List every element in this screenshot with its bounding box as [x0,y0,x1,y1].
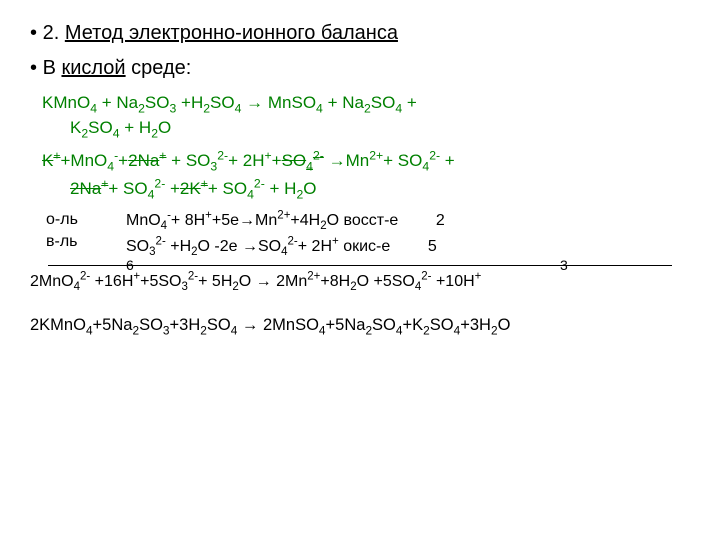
bullet: • [30,57,37,79]
hr1-text: MnO4-+ 8H++5e→Mn2++4H2O восст-е [126,212,398,229]
eq2-strike-na: 2Na+ [128,151,166,170]
ionic-summary: 6 3 2MnO42- +16H++5SO32-+ 5H2O → 2Mn2++8… [30,270,690,296]
reducer-label: в-ль [46,231,126,253]
subtitle: • В кислой среде: [30,55,690,82]
cancel-coef-6: 6 [126,256,134,275]
eq2-part-f: →Mn2++ SO42- + [324,151,455,170]
title-num: 2. [43,22,60,44]
subtitle-prefix: В [43,57,62,79]
cancel-coef-3: 3 [560,256,568,275]
eq2-strike-k: K+ [42,151,61,170]
divider [48,265,672,266]
eq2-l2-b: + SO42- + [108,179,180,198]
eq2-strike-so4: SO42- [282,151,324,170]
half-reactions: о-ль в-ль MnO4-+ 8H++5e→Mn2++4H2O восст-… [30,209,690,261]
eq1-line2: K2SO4 + H2O [42,117,690,142]
role-equations: MnO4-+ 8H++5e→Mn2++4H2O восст-е 2 SO32- … [126,209,690,261]
eq2-line2: 2Na++ SO42- +2K++ SO42- + H2O [42,175,690,203]
half-reaction-1: MnO4-+ 8H++5e→Mn2++4H2O восст-е 2 [126,209,690,235]
subtitle-keyword: кислой [61,57,125,79]
hr2-coef: 5 [407,236,437,258]
title-text: Метод электронно-ионного баланса [65,22,398,44]
eq1-line1: KMnO4 + Na2SO3 +H2SO4 → MnSO4 + Na2SO4 + [42,93,417,112]
half-reaction-2: SO32- +H2O -2e →SO42-+ 2H+ окис-е 5 [126,235,690,261]
equation-2: K++MnO4-+2Na+ + SO32-+ 2H++SO42- →Mn2++ … [30,148,690,203]
eq2-l2-d: + SO42- + H2O [208,179,317,198]
eq2-strike-na2: 2Na+ [70,179,108,198]
equation-1: KMnO4 + Na2SO3 +H2SO4 → MnSO4 + Na2SO4 +… [30,92,690,142]
subtitle-suffix: среде: [126,57,192,79]
hr2-text: SO32- +H2O -2e →SO42-+ 2H+ окис-е [126,238,390,255]
eq2-part-b: +MnO4-+ [61,151,129,170]
eq2-strike-k2: 2K+ [180,179,208,198]
title-line: • 2. Метод электронно-ионного баланса [30,20,690,47]
final-equation: 2KMnO4+5Na2SO3+3H2SO4 → 2MnSO4+5Na2SO4+K… [30,314,690,338]
ionic-summary-text: 2MnO42- +16H++5SO32-+ 5H2O → 2Mn2++8H2O … [30,273,481,290]
hr1-coef: 2 [415,210,445,232]
bullet: • [30,22,37,44]
eq2-part-d: + SO32-+ 2H++ [166,151,281,170]
role-labels: о-ль в-ль [30,209,126,261]
oxidizer-label: о-ль [46,209,126,231]
